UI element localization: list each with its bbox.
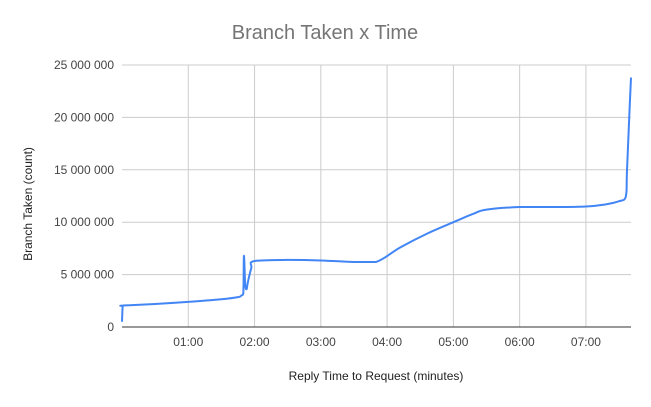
y-axis-title: Branch Taken (count): [21, 147, 35, 261]
x-tick-label: 06:00: [505, 335, 535, 349]
x-tick-label: 05:00: [438, 335, 468, 349]
y-tick-label: 20 000 000: [54, 110, 114, 124]
y-axis-ticks: 0 5 000 000 10 000 000 15 000 000 20 000 000…: [54, 58, 114, 334]
x-tick-label: 02:00: [240, 335, 270, 349]
x-axis-title: Reply Time to Request (minutes): [289, 369, 464, 383]
x-axis-ticks: 01:00 02:00 03:00 04:00 05:00 06:00 07:00: [173, 335, 601, 349]
y-tick-label: 15 000 000: [54, 163, 114, 177]
series-layer: [119, 77, 632, 322]
x-tick-label: 03:00: [306, 335, 336, 349]
y-tick-label: 5 000 000: [61, 268, 115, 282]
x-tick-label: 04:00: [372, 335, 402, 349]
gridlines: [122, 64, 631, 328]
chart-title: Branch Taken x Time: [232, 22, 418, 44]
y-tick-label: 25 000 000: [54, 58, 114, 72]
y-tick-label: 10 000 000: [54, 215, 114, 229]
x-tick-label: 07:00: [571, 335, 601, 349]
y-tick-label: 0: [107, 320, 114, 334]
series-line: [119, 77, 632, 322]
x-tick-label: 01:00: [173, 335, 203, 349]
